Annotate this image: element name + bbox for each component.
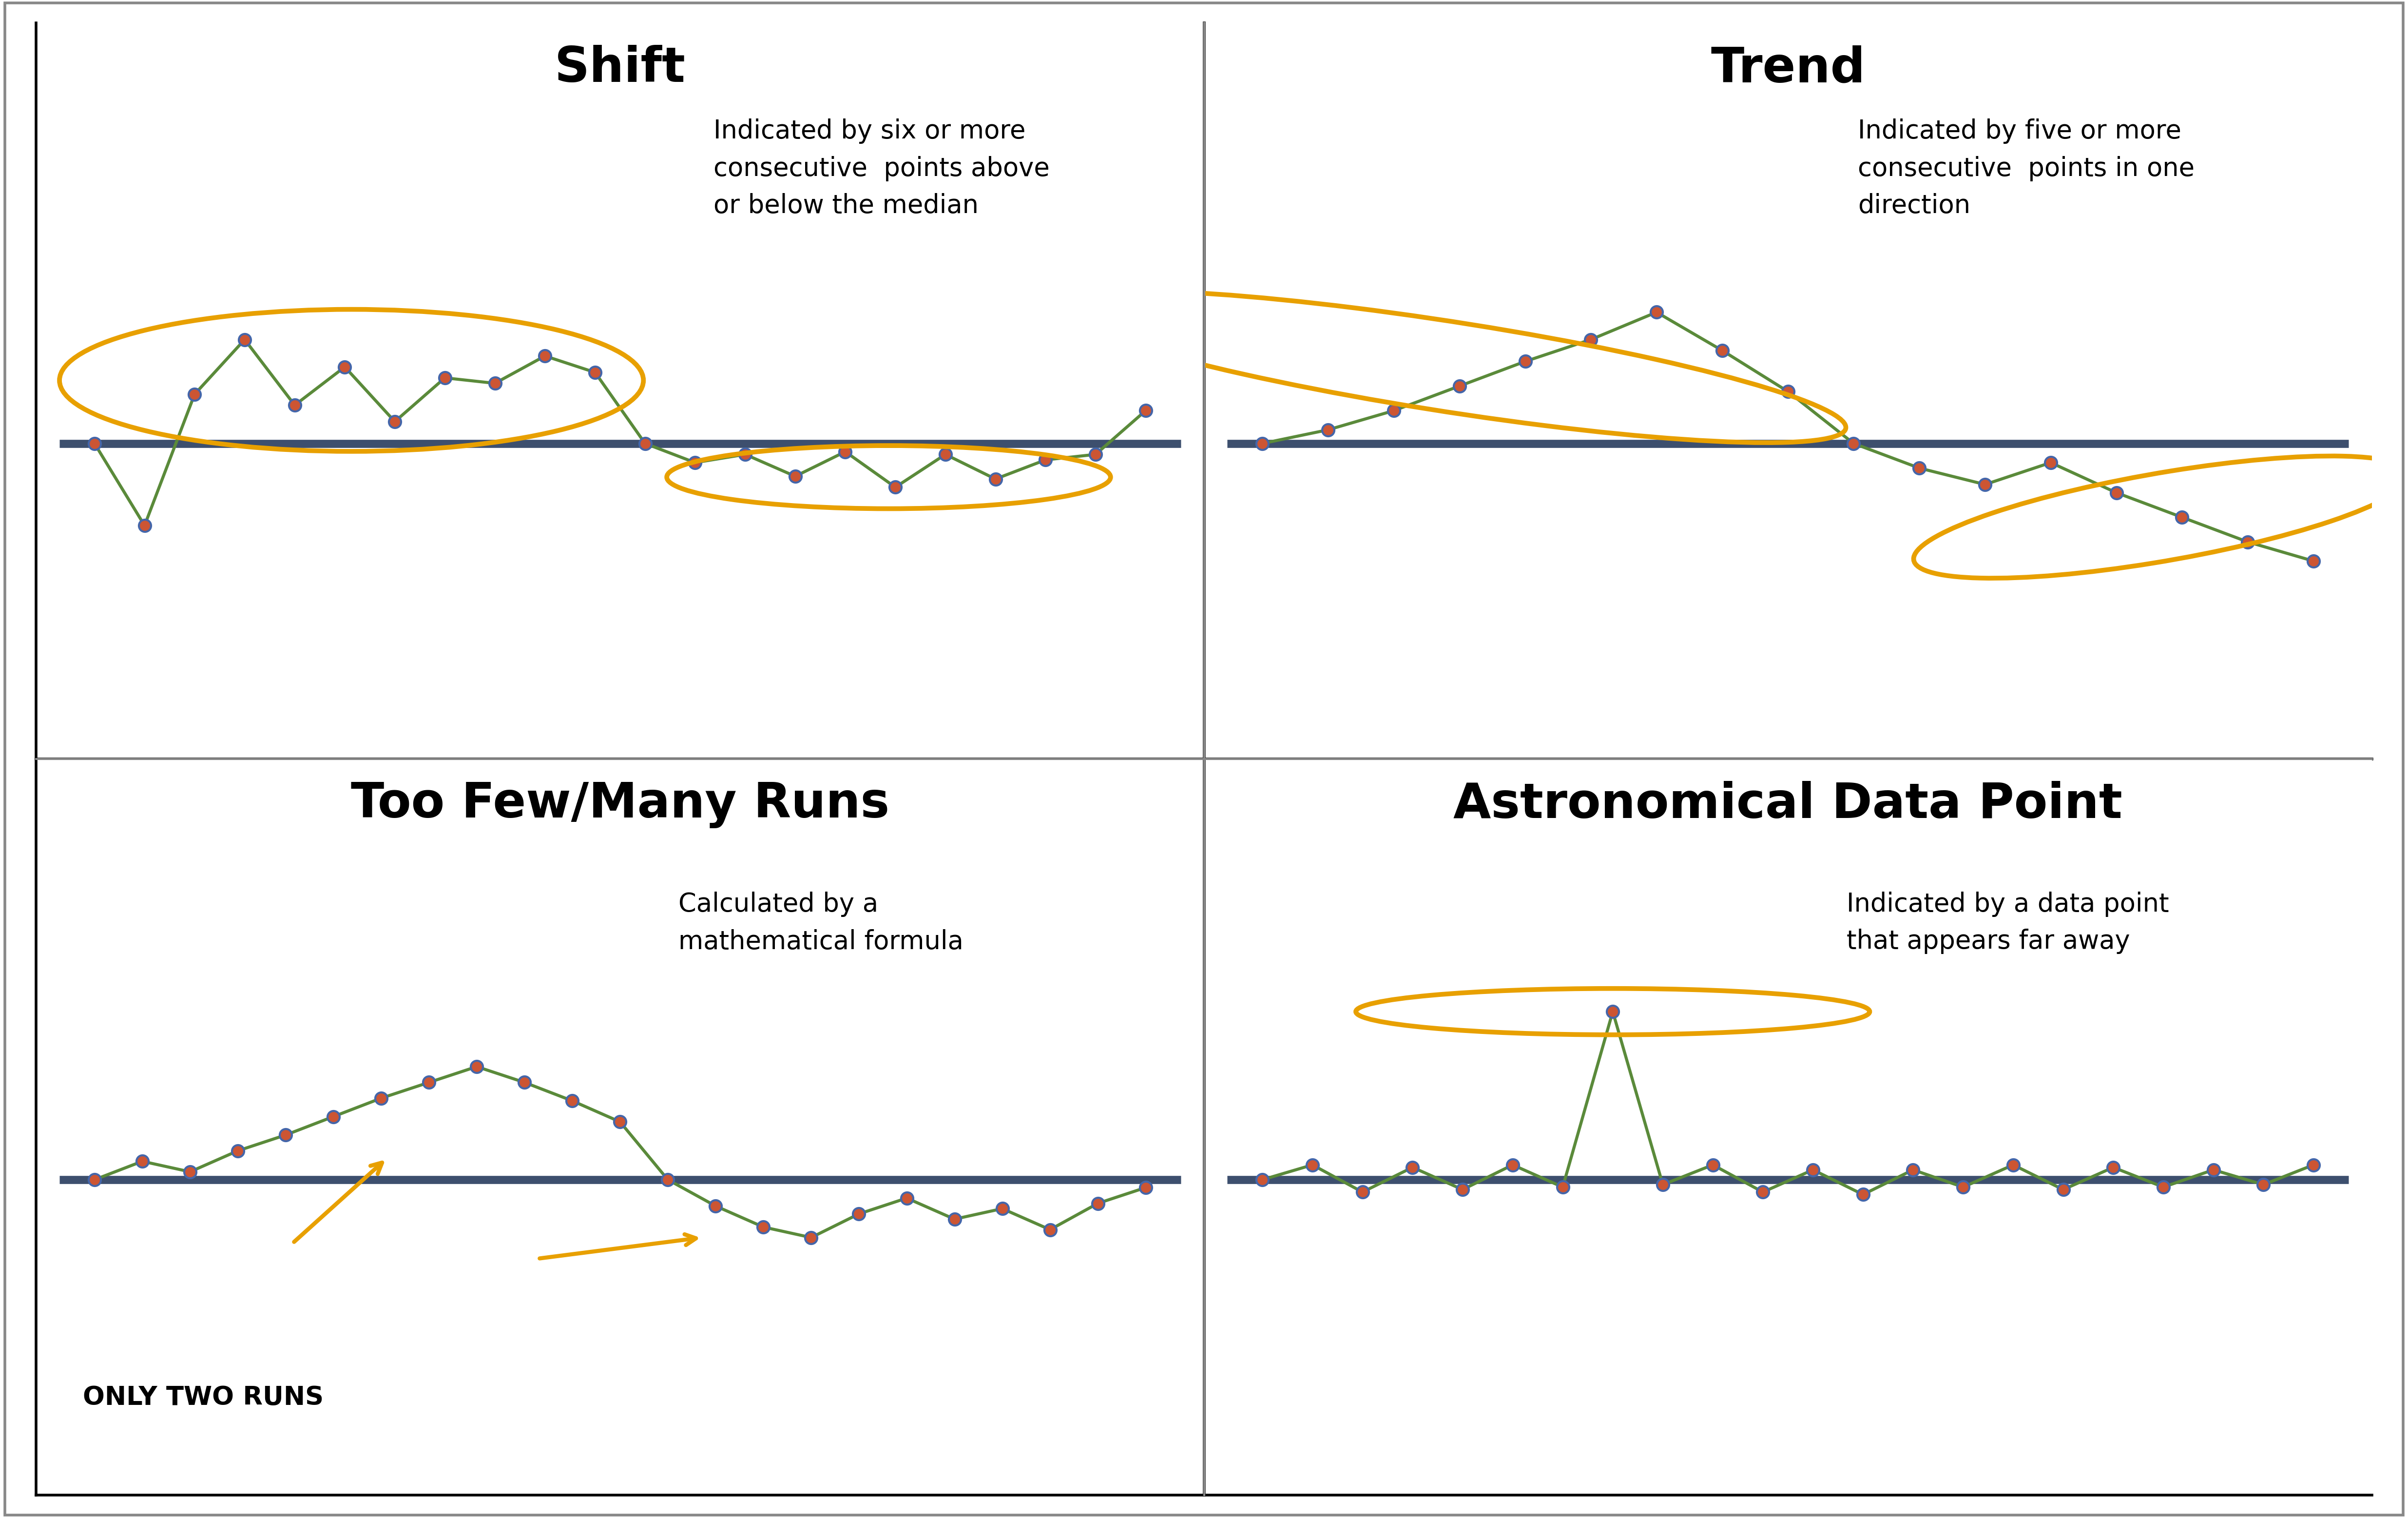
Text: Trend: Trend <box>1710 46 1866 93</box>
Text: Indicated by five or more
consecutive  points in one
direction: Indicated by five or more consecutive po… <box>1859 118 2194 219</box>
Text: Astronomical Data Point: Astronomical Data Point <box>1454 782 2121 829</box>
Text: Indicated by a data point
that appears far away: Indicated by a data point that appears f… <box>1847 891 2170 955</box>
Text: ONLY TWO RUNS: ONLY TWO RUNS <box>82 1384 323 1410</box>
Text: Calculated by a
mathematical formula: Calculated by a mathematical formula <box>679 891 963 955</box>
Text: Shift: Shift <box>554 46 686 93</box>
Text: Too Few/Many Runs: Too Few/Many Runs <box>352 782 889 829</box>
Text: Indicated by six or more
consecutive  points above
or below the median: Indicated by six or more consecutive poi… <box>713 118 1050 219</box>
